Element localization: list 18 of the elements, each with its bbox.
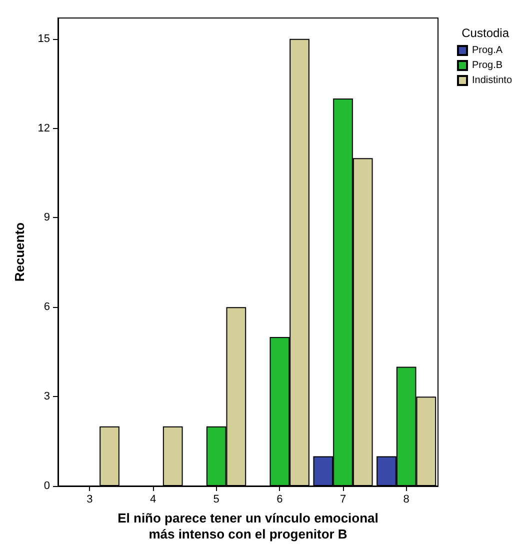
legend-title: Custodia [462,26,510,40]
legend-label: Prog.B [472,60,503,71]
x-tick-label: 7 [340,494,346,506]
y-tick-label: 15 [38,32,50,45]
y-tick-label: 9 [44,212,50,224]
x-tick-label: 8 [403,494,410,506]
x-axis-title: El niño parece tener un vínculo emocional más intenso con el progenitor B [118,510,378,542]
y-tick-label: 0 [44,480,50,492]
y-tick-label: 3 [44,390,50,403]
y-tick-label: 12 [38,122,50,134]
y-tick-label: 6 [44,301,50,314]
x-tick-label: 4 [150,494,156,506]
y-axis-title: Recuento [12,222,27,282]
x-tick-label: 3 [86,494,93,506]
x-tick-label: 5 [213,494,220,506]
legend-label: Indistinto [472,75,512,86]
legend-label: Prog.A [472,45,503,56]
x-tick-label: 6 [276,494,283,506]
